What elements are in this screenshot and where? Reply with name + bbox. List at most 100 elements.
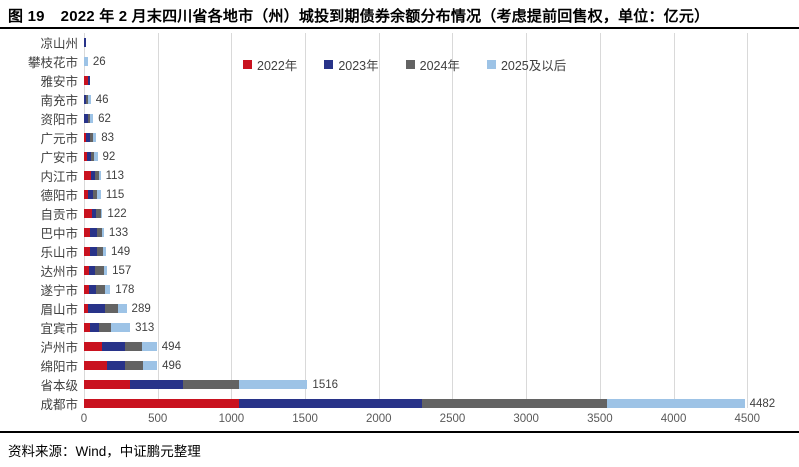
- chart-row: 广安市 92: [0, 147, 799, 166]
- bar-segment: [84, 247, 90, 256]
- category-label: 广元市: [40, 132, 78, 146]
- bar-segment: [88, 190, 93, 199]
- chart-row: 达州市 157: [0, 261, 799, 280]
- bar-segment: [94, 152, 98, 161]
- chart-row: 凉山州: [0, 33, 799, 52]
- bar-segment: [84, 380, 130, 389]
- stacked-bar: 4482: [84, 394, 775, 413]
- chart-row: 遂宁市 178: [0, 280, 799, 299]
- x-tick-label: 4500: [734, 413, 761, 425]
- bar-segment: [92, 190, 97, 199]
- figure-number: 图 19: [8, 8, 45, 25]
- chart-row: 资阳市 62: [0, 109, 799, 128]
- bar-value-label: 494: [161, 340, 181, 353]
- category-label: 成都市: [40, 398, 78, 412]
- chart-row: 宜宾市 313: [0, 318, 799, 337]
- plot-area: 凉山州 攀枝花市 26 雅安市 南充市 46 资阳市 62 广元市 83 广安市 92 内江市 113 德阳…: [0, 33, 799, 412]
- bar-segment: [87, 76, 90, 85]
- chart-row: 绵阳市 496: [0, 356, 799, 375]
- stacked-bar: 122: [84, 204, 762, 223]
- bar-value-label: 133: [108, 226, 129, 239]
- bar-segment: [183, 380, 239, 389]
- bar-segment: [84, 323, 90, 332]
- category-label: 广安市: [40, 151, 78, 165]
- category-label: 巴中市: [40, 227, 78, 241]
- category-label: 雅安市: [40, 75, 78, 89]
- bar-segment: [84, 304, 89, 313]
- stacked-bar: 62: [84, 109, 762, 128]
- bar-value-label: 496: [162, 359, 182, 372]
- bar-segment: [607, 399, 745, 408]
- bar-segment: [104, 285, 111, 294]
- stacked-bar: 133: [84, 223, 762, 242]
- chart-row: 攀枝花市 26: [0, 52, 799, 71]
- category-label: 自贡市: [40, 208, 78, 222]
- bar-value-label: 157: [112, 264, 132, 277]
- chart-row: 省本级 1516: [0, 375, 799, 394]
- bar-segment: [110, 323, 131, 332]
- bar-segment: [96, 228, 103, 237]
- bar-segment: [84, 133, 87, 142]
- category-label: 攀枝花市: [27, 56, 78, 70]
- stacked-bar: 494: [84, 337, 762, 356]
- category-label: 省本级: [40, 379, 78, 393]
- category-label: 凉山州: [40, 37, 78, 51]
- bar-track: [84, 33, 762, 52]
- chart-row: 成都市 4482: [0, 394, 799, 413]
- bar-value-label: 4482: [749, 397, 776, 410]
- x-tick-label: 0: [80, 413, 88, 425]
- bar-segment: [89, 323, 100, 332]
- legend-swatch: [324, 60, 334, 69]
- bar-segment: [95, 285, 105, 294]
- figure-title: 图 19 2022 年 2 月末四川省各地市（州）城投到期债券余额分布情况（考虑提…: [8, 5, 795, 26]
- bar-track: 46: [84, 90, 762, 109]
- bar-segment: [91, 152, 95, 161]
- category-label: 乐山市: [40, 246, 78, 260]
- bar-value-label: 46: [95, 93, 109, 106]
- bar-value-label: 113: [105, 169, 124, 182]
- x-tick-label: 3000: [513, 413, 539, 425]
- bar-segment: [86, 152, 92, 161]
- stacked-bar: 149: [84, 242, 762, 261]
- chart-row: 自贡市 122: [0, 204, 799, 223]
- bar-value-label: 83: [101, 131, 115, 144]
- bar-value-label: 1516: [312, 378, 339, 391]
- bar-track: 157: [84, 261, 762, 280]
- bar-segment: [106, 361, 125, 370]
- category-label: 宜宾市: [40, 322, 78, 336]
- legend-item: 2024年: [405, 55, 460, 74]
- bar-segment: [89, 247, 97, 256]
- bar-segment: [84, 38, 86, 47]
- bar-track: [84, 71, 762, 90]
- figure-title-text: 2022 年 2 月末四川省各地市（州）城投到期债券余额分布情况（考虑提前回售权…: [60, 8, 710, 25]
- legend-item: 2022年: [243, 55, 297, 74]
- legend-item: 2025及以后: [486, 55, 567, 74]
- legend-label: 2025及以后: [500, 59, 567, 73]
- bar-track: 62: [84, 109, 762, 128]
- category-label: 泸州市: [40, 341, 78, 355]
- chart-legend: 2022年 2023年 2024年 2025及以后: [243, 55, 566, 74]
- category-label: 内江市: [40, 170, 78, 184]
- bar-value-label: 313: [135, 321, 155, 334]
- stacked-bar: 1516: [84, 375, 762, 394]
- category-label: 南充市: [40, 94, 78, 108]
- bar-segment: [84, 114, 88, 123]
- chart-row: 泸州市 494: [0, 337, 799, 356]
- x-tick-label: 4000: [660, 413, 687, 425]
- chart-row: 乐山市 149: [0, 242, 799, 261]
- stacked-bar: 313: [84, 318, 762, 337]
- stacked-bar: [84, 33, 762, 52]
- bar-segment: [94, 171, 99, 180]
- bar-value-label: 178: [115, 283, 135, 296]
- bar-segment: [84, 95, 86, 104]
- bar-segment: [88, 304, 106, 313]
- bar-segment: [101, 342, 125, 351]
- bar-value-label: 26: [92, 55, 106, 68]
- x-axis: 0 500 1000 1500 2000 2500 3000 3500 4000 4500: [80, 413, 762, 429]
- bar-track: 313: [84, 318, 762, 337]
- bar-segment: [103, 266, 108, 275]
- category-label: 眉山市: [40, 303, 78, 317]
- bar-track: 1516: [84, 375, 762, 394]
- bar-segment: [89, 228, 97, 237]
- bar-segment: [88, 95, 91, 104]
